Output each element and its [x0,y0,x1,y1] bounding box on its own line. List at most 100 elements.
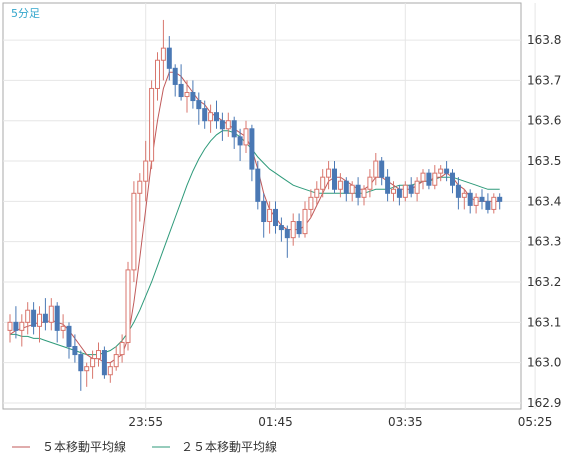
candle [119,334,125,363]
y-tick-label: 163.8 [527,33,561,47]
candle-body-up [314,188,320,198]
candle [332,161,337,194]
candle [284,225,290,258]
candle [190,80,196,109]
candle-body-down [426,172,432,186]
candle [479,189,485,210]
candle [302,201,308,238]
candle-body-up [367,176,373,190]
candle-body-up [225,120,231,130]
y-tick-label: 162.9 [527,396,561,410]
candle [178,64,184,101]
candle [78,350,84,391]
candle-body-up [143,160,149,182]
candle-body-down [78,354,84,372]
candle-body-up [308,196,314,210]
candle [326,161,332,190]
candle [202,100,208,129]
candle-body-up [361,188,367,198]
candle [72,334,78,363]
candle-body-down [396,188,402,198]
candle [320,169,326,198]
y-tick-label: 163.1 [527,315,561,329]
candle-body-up [155,59,160,89]
candle [450,169,455,194]
candle-body-down [385,176,391,194]
candle [184,80,190,113]
candle [402,181,408,202]
x-axis-tick-labels: 23:55 01:45 03:35 05:25 [128,415,552,429]
candle [497,193,503,210]
candle-body-down [455,184,461,198]
candle-body-down [101,350,107,376]
candle [491,193,497,214]
candle-body-up [149,87,155,162]
candle-body-up [414,180,420,194]
candle-body-up [473,196,479,206]
candle-body-up [302,208,308,235]
y-tick-label: 163.4 [527,194,561,208]
candle [367,169,373,198]
candle-body-down [332,168,337,190]
candle-body-down [237,136,243,146]
candle-body-down [408,184,414,194]
candle [391,181,396,202]
x-tick-label: 03:35 [388,415,423,429]
candle-body-up [290,221,296,239]
candle-body-down [343,180,349,194]
candle-body-down [72,346,78,356]
candle-body-down [178,83,184,98]
candle-body-down [255,168,261,202]
candle [420,169,426,190]
candle [237,128,243,162]
candle [31,302,37,335]
candle [361,185,367,206]
candle-body-down [450,172,455,186]
candle-body-up [184,92,190,98]
candle [337,173,343,198]
y-tick-label: 163.3 [527,235,561,249]
candle-body-down [296,221,302,235]
candle-body-up [25,309,31,323]
candle [444,161,450,182]
candle-body-up [373,160,379,178]
candle [125,261,131,351]
candle-body-down [172,67,178,85]
candle-body-down [66,325,72,348]
candle-body-up [337,180,343,190]
candle-body-down [231,120,237,138]
y-tick-label: 163.6 [527,114,561,128]
candle-body-up [491,196,497,210]
candle [196,92,202,125]
candle-body-up [131,192,137,271]
y-tick-label: 163.5 [527,154,561,168]
candle-body-up [402,184,408,198]
candle [84,362,90,387]
legend-ma5-label: ５本移動平均線 [42,439,126,454]
candle [54,302,60,343]
candle-body-up [119,341,125,356]
candle-body-down [214,112,219,122]
candle-body-down [13,321,19,331]
candle [225,112,231,137]
candle-body-up [243,128,249,146]
candle-body-down [444,168,450,174]
candle-body-up [432,172,438,186]
candle [267,201,273,234]
candle-body-up [107,366,113,376]
candle-body-down [355,184,361,198]
candle-body-down [273,208,278,227]
candle [107,362,113,383]
candle [414,177,420,202]
y-tick-label: 163.2 [527,275,561,289]
candle-body-up [267,208,273,223]
candle [432,165,438,190]
candle [373,152,379,186]
candle-body-up [438,168,444,174]
candle-body-up [125,269,131,343]
candle [231,116,237,149]
candle [461,189,467,210]
candle-body-down [284,229,290,239]
candle [160,19,166,81]
candle-body-up [420,172,426,182]
